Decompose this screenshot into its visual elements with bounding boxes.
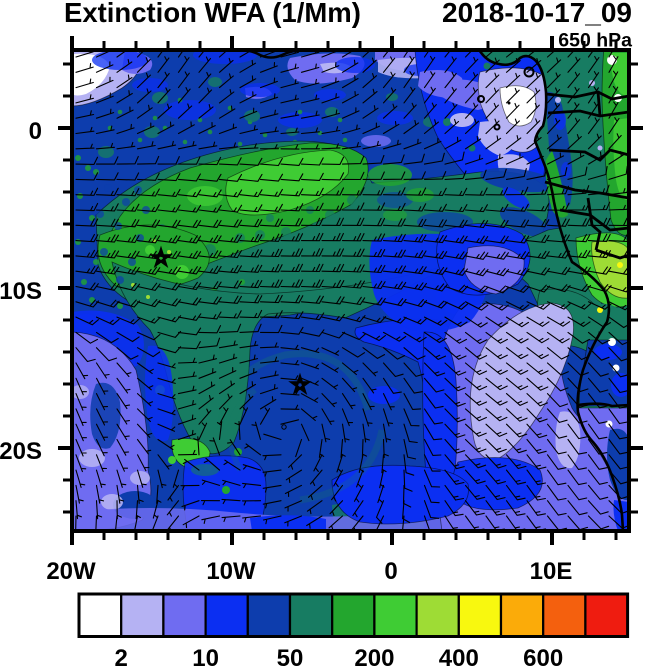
svg-text:400: 400 (439, 645, 479, 667)
svg-text:2018-10-17_09: 2018-10-17_09 (442, 0, 632, 28)
svg-text:0: 0 (29, 118, 42, 145)
svg-text:600: 600 (523, 645, 563, 667)
svg-text:2: 2 (115, 645, 128, 667)
svg-text:Extinction WFA (1/Mm): Extinction WFA (1/Mm) (64, 0, 361, 28)
svg-text:10: 10 (192, 645, 219, 667)
svg-text:200: 200 (354, 645, 394, 667)
svg-text:650 hPa: 650 hPa (558, 30, 632, 52)
svg-text:10S: 10S (0, 278, 42, 305)
svg-text:10W: 10W (206, 558, 256, 585)
svg-text:50: 50 (277, 645, 304, 667)
svg-text:10E: 10E (530, 558, 573, 585)
svg-text:20W: 20W (46, 558, 96, 585)
svg-text:20S: 20S (0, 438, 42, 465)
svg-text:0: 0 (384, 558, 397, 585)
